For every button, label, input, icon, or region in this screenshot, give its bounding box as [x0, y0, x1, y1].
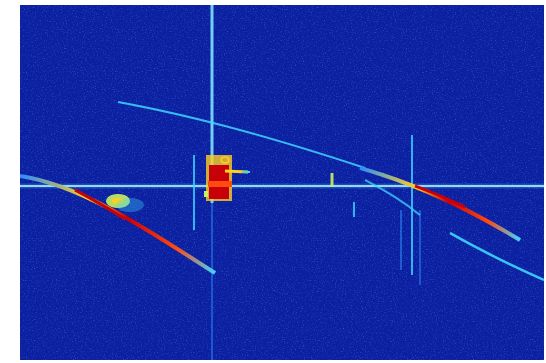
signal-burst-center-speckle	[204, 191, 208, 197]
diagonal-trail-lower-right	[449, 231, 544, 282]
spectrogram-noise	[20, 5, 544, 360]
diagonal-trail-right	[359, 166, 522, 242]
diagonal-trail-right-faint	[364, 179, 421, 216]
signal-blob-left-halo	[116, 198, 144, 212]
spectrogram-image	[20, 5, 544, 360]
signal-burst-center-band	[208, 181, 232, 187]
diagonal-trail-upper	[117, 101, 366, 169]
signal-burst-center-dot	[220, 156, 230, 164]
diagonal-trail-left-core	[74, 188, 126, 221]
diagonal-trail-right-core	[414, 184, 466, 209]
signal-blob-left-core	[112, 198, 124, 204]
